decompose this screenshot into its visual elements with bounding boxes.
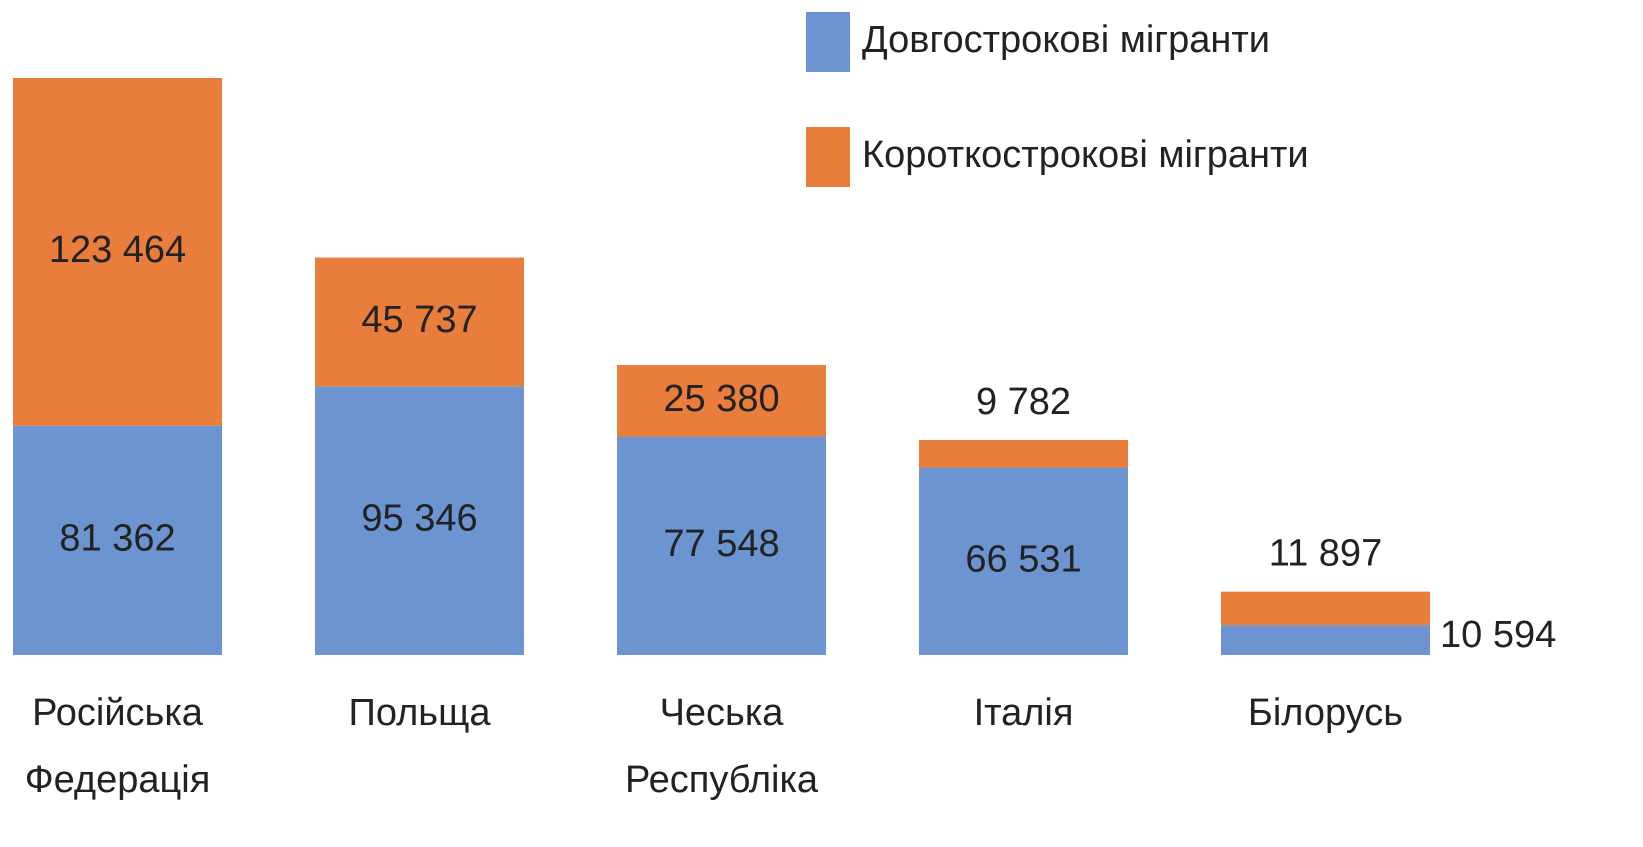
x-tick-label: Польща [349,692,492,734]
x-tick-label: Чеська Республіка [625,692,819,801]
bar-segment [617,365,826,437]
bar-segment [13,78,222,426]
legend-label: Короткострокові мігранти [862,134,1309,176]
legend-swatch [806,127,850,187]
bar-segment [1221,625,1430,655]
bar-segment [919,440,1128,468]
bar-segment [919,467,1128,655]
bar-segment [13,425,222,655]
bar-segment [315,257,524,387]
legend-label: Довгострокові мігранти [862,19,1270,61]
x-tick-label: Білорусь [1248,692,1403,734]
value-label: 123 464 [49,229,186,271]
value-label: 9 782 [976,381,1071,423]
bar-segment [315,386,524,655]
value-label: 66 531 [965,538,1081,580]
x-tick-label: Італія [974,692,1074,734]
value-label: 77 548 [663,523,779,565]
value-label: 95 346 [361,498,477,540]
value-label: 11 897 [1269,533,1382,575]
value-label: 10 594 [1440,614,1556,656]
bar-segment [1221,591,1430,626]
x-tick-label: Російська Федерація [25,692,211,801]
legend-swatch [806,12,850,72]
value-label: 45 737 [361,299,477,341]
value-label: 25 380 [663,378,779,420]
bar-segment [617,436,826,655]
value-label: 81 362 [59,517,175,559]
